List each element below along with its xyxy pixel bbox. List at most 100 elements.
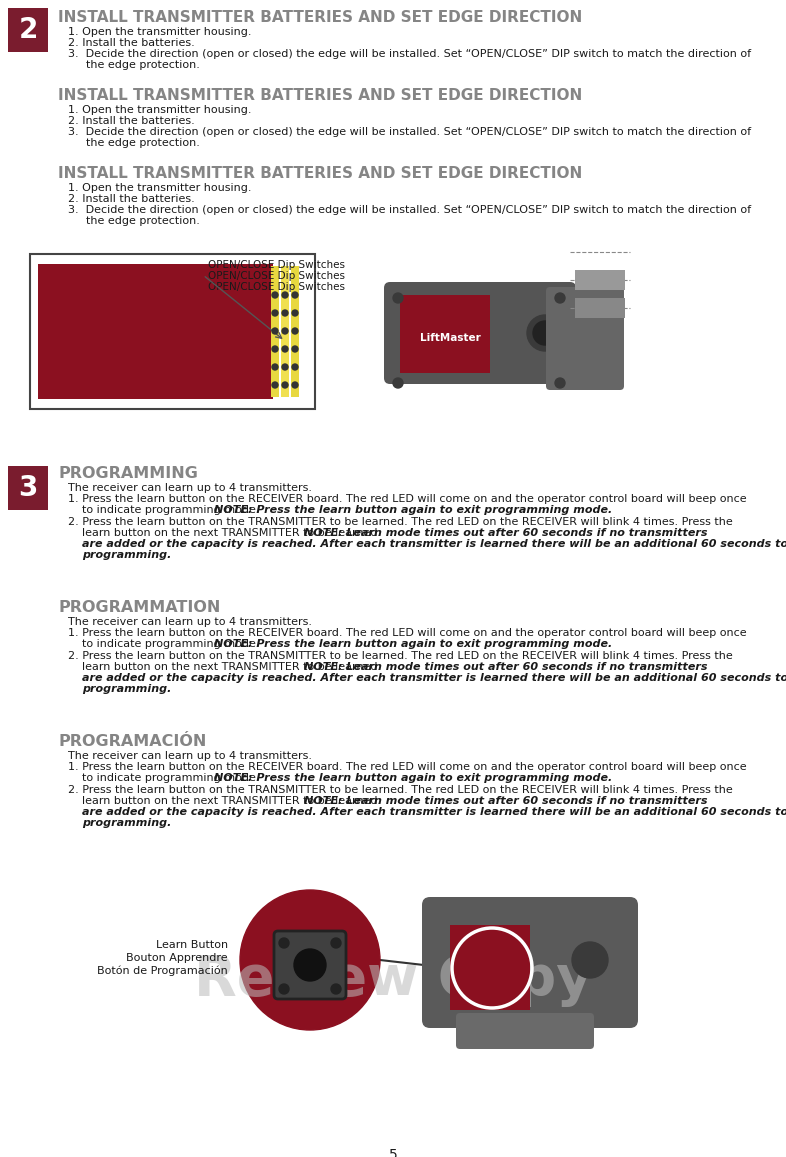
- Text: are added or the capacity is reached. After each transmitter is learned there wi: are added or the capacity is reached. Af…: [82, 806, 786, 817]
- Bar: [575, 270, 625, 290]
- Text: PROGRAMMING: PROGRAMMING: [58, 466, 198, 481]
- Text: programming.: programming.: [82, 684, 171, 694]
- Circle shape: [272, 382, 278, 388]
- Text: 2. Press the learn button on the TRANSMITTER to be learned. The red LED on the R: 2. Press the learn button on the TRANSMI…: [68, 517, 733, 526]
- Circle shape: [393, 378, 403, 388]
- FancyBboxPatch shape: [546, 287, 624, 390]
- Text: to indicate programming mode.: to indicate programming mode.: [82, 639, 263, 649]
- Text: NOTE: Learn mode times out after 60 seconds if no transmitters: NOTE: Learn mode times out after 60 seco…: [304, 662, 707, 672]
- Circle shape: [331, 983, 341, 994]
- Text: PROGRAMMATION: PROGRAMMATION: [58, 600, 220, 616]
- Text: LiftMaster: LiftMaster: [420, 333, 481, 342]
- Circle shape: [533, 320, 557, 345]
- Text: are added or the capacity is reached. After each transmitter is learned there wi: are added or the capacity is reached. Af…: [82, 539, 786, 550]
- Text: 2. Press the learn button on the TRANSMITTER to be learned. The red LED on the R: 2. Press the learn button on the TRANSMI…: [68, 784, 733, 795]
- Text: NOTE: Learn mode times out after 60 seconds if no transmitters: NOTE: Learn mode times out after 60 seco…: [304, 528, 707, 538]
- Text: INSTALL TRANSMITTER BATTERIES AND SET EDGE DIRECTION: INSTALL TRANSMITTER BATTERIES AND SET ED…: [58, 88, 582, 103]
- Text: OPEN/CLOSE Dip Switches: OPEN/CLOSE Dip Switches: [208, 271, 345, 281]
- Circle shape: [272, 292, 278, 299]
- Text: learn button on the next TRANSMITTER to be learned.: learn button on the next TRANSMITTER to …: [82, 662, 384, 672]
- Text: OPEN/CLOSE Dip Switches: OPEN/CLOSE Dip Switches: [208, 282, 345, 292]
- Circle shape: [272, 364, 278, 370]
- Text: Review Copy: Review Copy: [194, 953, 592, 1007]
- FancyBboxPatch shape: [274, 931, 346, 998]
- Text: 3.  Decide the direction (open or closed) the edge will be installed. Set “OPEN/: 3. Decide the direction (open or closed)…: [68, 205, 751, 215]
- Text: The receiver can learn up to 4 transmitters.: The receiver can learn up to 4 transmitt…: [68, 482, 312, 493]
- Bar: [38, 264, 273, 399]
- Text: PROGRAMACIÓN: PROGRAMACIÓN: [58, 734, 207, 749]
- Text: 1. Open the transmitter housing.: 1. Open the transmitter housing.: [68, 27, 252, 37]
- Text: programming.: programming.: [82, 550, 171, 560]
- Circle shape: [292, 310, 298, 316]
- Text: 2. Install the batteries.: 2. Install the batteries.: [68, 38, 195, 47]
- Circle shape: [527, 315, 563, 351]
- Text: 2. Press the learn button on the TRANSMITTER to be learned. The red LED on the R: 2. Press the learn button on the TRANSMI…: [68, 651, 733, 661]
- Text: the edge protection.: the edge protection.: [86, 60, 200, 71]
- Text: 5: 5: [388, 1148, 398, 1157]
- Text: OPEN/CLOSE Dip Switches: OPEN/CLOSE Dip Switches: [208, 260, 345, 270]
- Text: 2: 2: [18, 16, 38, 44]
- Text: NOTE: Press the learn button again to exit programming mode.: NOTE: Press the learn button again to ex…: [214, 639, 612, 649]
- Text: 3.  Decide the direction (open or closed) the edge will be installed. Set “OPEN/: 3. Decide the direction (open or closed)…: [68, 49, 751, 59]
- Bar: [8, 466, 48, 510]
- Text: are added or the capacity is reached. After each transmitter is learned there wi: are added or the capacity is reached. Af…: [82, 673, 786, 683]
- Circle shape: [282, 292, 288, 299]
- Circle shape: [279, 983, 289, 994]
- Text: 2. Install the batteries.: 2. Install the batteries.: [68, 194, 195, 204]
- Text: INSTALL TRANSMITTER BATTERIES AND SET EDGE DIRECTION: INSTALL TRANSMITTER BATTERIES AND SET ED…: [58, 165, 582, 180]
- Text: learn button on the next TRANSMITTER to be learned.: learn button on the next TRANSMITTER to …: [82, 528, 384, 538]
- Text: NOTE: Press the learn button again to exit programming mode.: NOTE: Press the learn button again to ex…: [214, 504, 612, 515]
- Circle shape: [272, 346, 278, 352]
- Circle shape: [240, 890, 380, 1030]
- Circle shape: [272, 310, 278, 316]
- Text: 1. Press the learn button on the RECEIVER board. The red LED will come on and th: 1. Press the learn button on the RECEIVE…: [68, 494, 747, 504]
- Text: Botón de Programación: Botón de Programación: [97, 966, 228, 977]
- Text: 3: 3: [18, 474, 38, 502]
- Circle shape: [279, 938, 289, 948]
- FancyBboxPatch shape: [456, 1014, 594, 1049]
- Text: NOTE: Press the learn button again to exit programming mode.: NOTE: Press the learn button again to ex…: [214, 773, 612, 783]
- Bar: [30, 255, 315, 410]
- Bar: [400, 295, 490, 373]
- Circle shape: [294, 949, 326, 981]
- Text: to indicate programming mode.: to indicate programming mode.: [82, 504, 263, 515]
- Text: 3.  Decide the direction (open or closed) the edge will be installed. Set “OPEN/: 3. Decide the direction (open or closed)…: [68, 127, 751, 137]
- Circle shape: [292, 364, 298, 370]
- Text: programming.: programming.: [82, 818, 171, 828]
- Text: NOTE: Learn mode times out after 60 seconds if no transmitters: NOTE: Learn mode times out after 60 seco…: [304, 796, 707, 806]
- Bar: [8, 8, 48, 52]
- Circle shape: [292, 382, 298, 388]
- Text: The receiver can learn up to 4 transmitters.: The receiver can learn up to 4 transmitt…: [68, 751, 312, 761]
- Text: Learn Button: Learn Button: [156, 939, 228, 950]
- Text: 1. Press the learn button on the RECEIVER board. The red LED will come on and th: 1. Press the learn button on the RECEIVE…: [68, 762, 747, 772]
- Circle shape: [282, 327, 288, 334]
- Text: the edge protection.: the edge protection.: [86, 216, 200, 226]
- Circle shape: [282, 382, 288, 388]
- Circle shape: [272, 327, 278, 334]
- Text: The receiver can learn up to 4 transmitters.: The receiver can learn up to 4 transmitt…: [68, 617, 312, 627]
- Circle shape: [282, 364, 288, 370]
- Text: 1. Open the transmitter housing.: 1. Open the transmitter housing.: [68, 105, 252, 115]
- Text: learn button on the next TRANSMITTER to be learned.: learn button on the next TRANSMITTER to …: [82, 796, 384, 806]
- Bar: [450, 924, 530, 1010]
- Circle shape: [331, 938, 341, 948]
- Circle shape: [292, 292, 298, 299]
- Text: the edge protection.: the edge protection.: [86, 138, 200, 148]
- Bar: [281, 266, 289, 397]
- Text: to indicate programming mode.: to indicate programming mode.: [82, 773, 263, 783]
- Text: 2. Install the batteries.: 2. Install the batteries.: [68, 116, 195, 126]
- Text: 1. Open the transmitter housing.: 1. Open the transmitter housing.: [68, 183, 252, 193]
- FancyBboxPatch shape: [422, 897, 638, 1029]
- Circle shape: [393, 293, 403, 303]
- Circle shape: [292, 346, 298, 352]
- Circle shape: [282, 346, 288, 352]
- Circle shape: [555, 293, 565, 303]
- Circle shape: [282, 310, 288, 316]
- Bar: [271, 266, 279, 397]
- Bar: [291, 266, 299, 397]
- Bar: [575, 299, 625, 318]
- Circle shape: [555, 378, 565, 388]
- FancyBboxPatch shape: [384, 282, 576, 384]
- Text: 1. Press the learn button on the RECEIVER board. The red LED will come on and th: 1. Press the learn button on the RECEIVE…: [68, 628, 747, 638]
- Text: INSTALL TRANSMITTER BATTERIES AND SET EDGE DIRECTION: INSTALL TRANSMITTER BATTERIES AND SET ED…: [58, 10, 582, 25]
